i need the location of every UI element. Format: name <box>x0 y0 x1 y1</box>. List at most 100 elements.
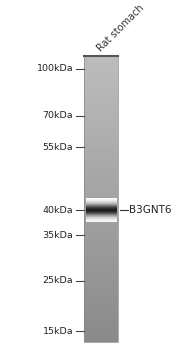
Bar <box>86 199 117 200</box>
Bar <box>84 195 118 199</box>
Bar <box>84 159 118 163</box>
Bar <box>84 224 118 228</box>
Bar <box>84 334 118 338</box>
Bar <box>84 84 118 89</box>
Bar <box>86 198 117 199</box>
Bar <box>84 245 118 249</box>
Bar <box>84 166 118 170</box>
Bar <box>84 59 118 63</box>
Bar <box>86 221 117 222</box>
Bar <box>84 209 118 214</box>
Bar <box>84 138 118 142</box>
Bar <box>86 212 117 213</box>
Bar <box>84 106 118 110</box>
Bar <box>86 214 117 215</box>
Bar <box>86 210 117 211</box>
Bar <box>86 214 117 215</box>
Bar <box>84 248 118 253</box>
Bar <box>84 127 118 131</box>
Bar <box>84 306 118 310</box>
Bar <box>84 66 118 71</box>
Bar <box>86 201 117 202</box>
Bar <box>86 208 117 209</box>
Bar <box>86 211 117 212</box>
Bar <box>84 295 118 299</box>
Bar <box>86 209 117 210</box>
Bar <box>84 327 118 331</box>
Bar <box>84 120 118 124</box>
Bar <box>84 309 118 314</box>
Bar <box>84 191 118 196</box>
Text: 35kDa: 35kDa <box>42 231 73 240</box>
Text: 40kDa: 40kDa <box>43 206 73 215</box>
Bar <box>84 281 118 285</box>
Bar <box>84 270 118 274</box>
Bar <box>84 70 118 74</box>
Bar <box>84 148 118 153</box>
Bar <box>84 288 118 292</box>
Bar <box>86 200 117 201</box>
Bar <box>86 213 117 214</box>
Text: 55kDa: 55kDa <box>43 143 73 152</box>
Bar <box>86 202 117 203</box>
Bar <box>86 219 117 220</box>
Bar <box>86 201 117 202</box>
Text: 15kDa: 15kDa <box>43 327 73 336</box>
Bar <box>84 145 118 149</box>
Bar <box>84 156 118 160</box>
Bar <box>84 152 118 156</box>
Bar <box>84 252 118 257</box>
Bar <box>86 207 117 208</box>
Bar <box>84 338 118 342</box>
Bar <box>84 324 118 328</box>
Bar <box>86 198 117 199</box>
Bar <box>86 220 117 221</box>
Bar <box>84 113 118 117</box>
Bar <box>86 217 117 218</box>
Text: B3GNT6: B3GNT6 <box>129 205 172 215</box>
Bar <box>86 204 117 205</box>
Bar <box>86 218 117 219</box>
Bar <box>84 231 118 235</box>
Bar <box>84 227 118 231</box>
Bar <box>84 88 118 92</box>
Bar <box>86 205 117 206</box>
Bar <box>84 292 118 296</box>
Bar <box>84 109 118 113</box>
Bar <box>86 200 117 201</box>
Bar <box>86 207 117 208</box>
Bar <box>86 219 117 220</box>
Bar <box>86 215 117 216</box>
Bar <box>86 205 117 206</box>
Text: 100kDa: 100kDa <box>36 64 73 73</box>
Bar <box>84 77 118 81</box>
Bar <box>84 316 118 321</box>
Bar <box>86 210 117 211</box>
Bar <box>84 213 118 217</box>
Bar <box>84 134 118 139</box>
Bar <box>84 198 118 203</box>
Bar <box>84 163 118 167</box>
Text: Rat stomach: Rat stomach <box>96 2 146 53</box>
Bar <box>84 206 118 210</box>
Bar <box>84 284 118 288</box>
Bar <box>84 91 118 96</box>
Bar <box>84 241 118 246</box>
Bar <box>84 234 118 238</box>
Bar <box>84 98 118 103</box>
Bar <box>86 217 117 218</box>
Bar <box>86 208 117 209</box>
Bar <box>84 299 118 303</box>
Bar <box>84 63 118 67</box>
Bar <box>86 202 117 203</box>
Bar <box>84 80 118 85</box>
Bar <box>86 211 117 212</box>
Bar <box>84 181 118 185</box>
Bar <box>84 170 118 174</box>
Bar <box>84 274 118 278</box>
Bar <box>84 56 118 342</box>
Bar <box>84 74 118 78</box>
Bar <box>84 220 118 224</box>
Bar <box>84 263 118 267</box>
Bar <box>84 320 118 324</box>
